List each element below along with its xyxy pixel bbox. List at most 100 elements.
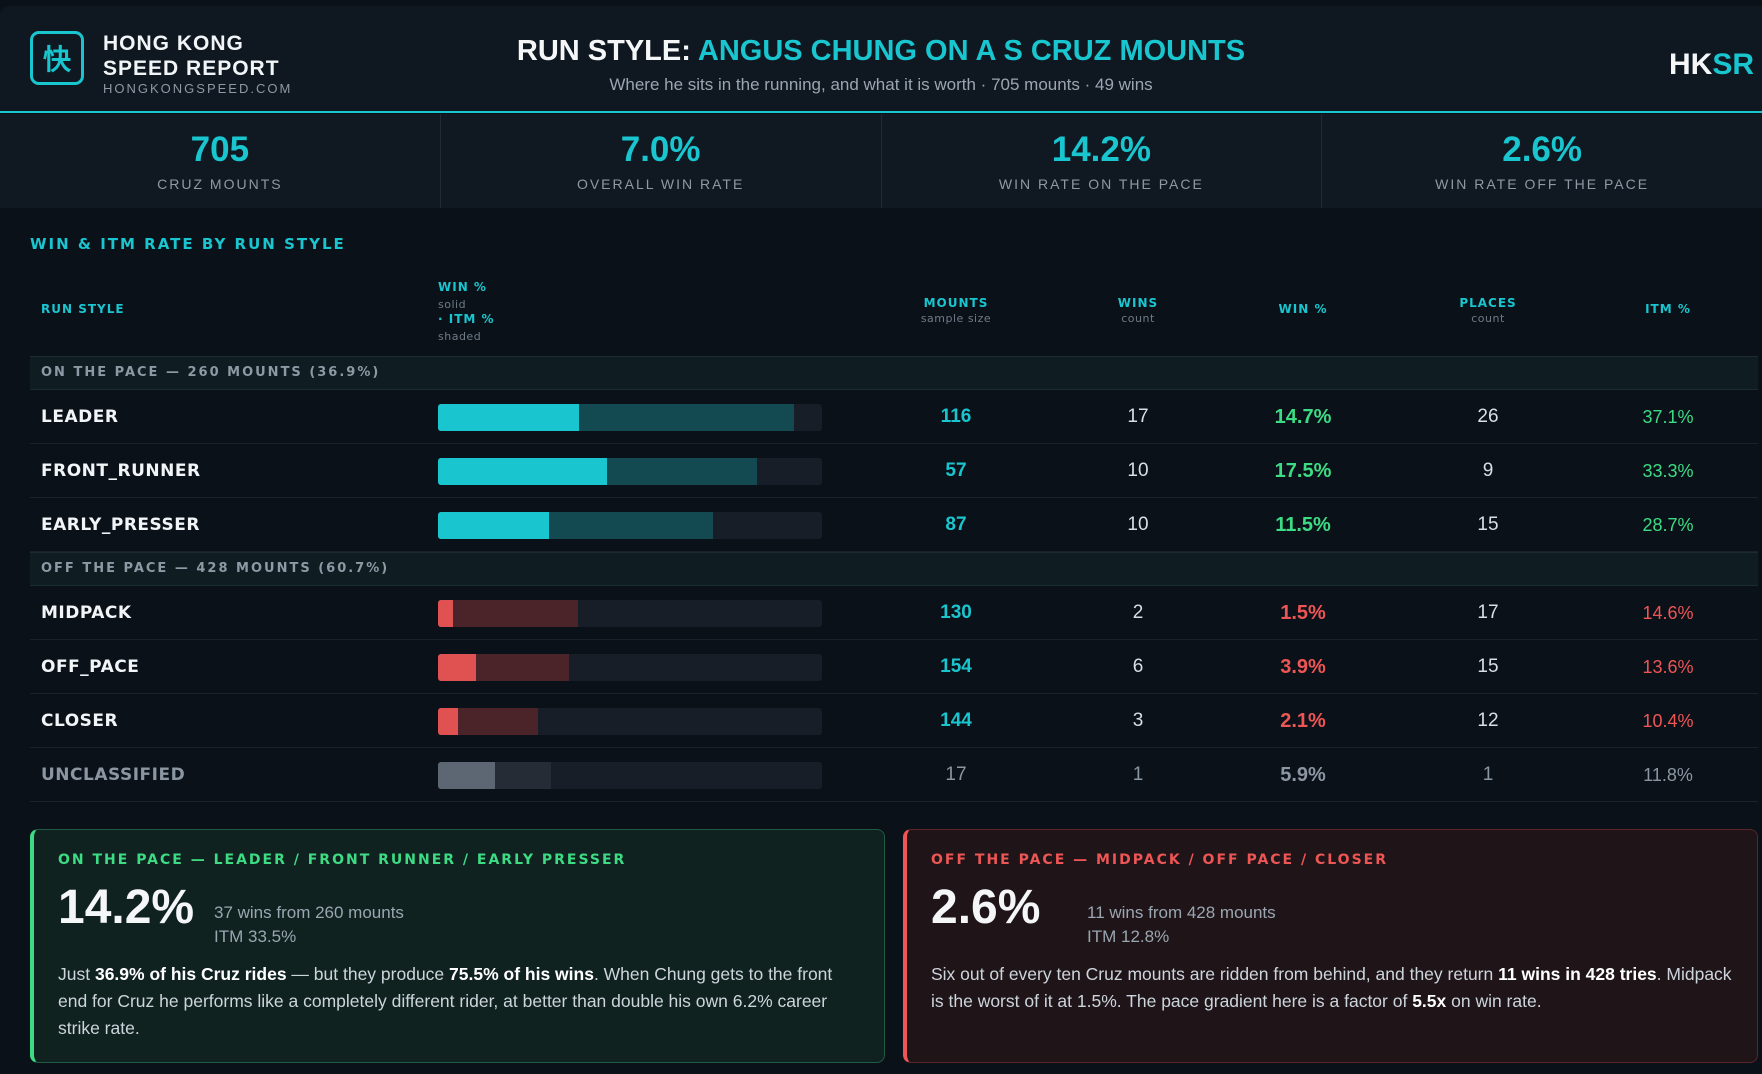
stat-value: 705: [190, 130, 250, 169]
row-itm-pct: 37.1%: [1642, 407, 1694, 427]
body-emphasis: 36.9% of his Cruz rides: [94, 964, 287, 984]
row-wins: 17: [1127, 406, 1149, 427]
badge-hk: HK: [1668, 48, 1713, 81]
row-mounts: 57: [945, 460, 967, 481]
table-row[interactable]: CLOSER 144 3 2.1% 12 10.4%: [30, 694, 1758, 748]
page-subtitle: Where he sits in the running, and what i…: [609, 75, 1153, 94]
row-itm-pct: 10.4%: [1642, 711, 1694, 731]
header-bar: 快 HONG KONG SPEED REPORT HONGKONGSPEED.C…: [0, 6, 1762, 113]
table-row[interactable]: UNCLASSIFIED 17 1 5.9% 1 11.8%: [30, 748, 1758, 802]
bar-track: [438, 708, 822, 735]
row-places: 15: [1477, 514, 1499, 535]
card-big-stat: 14.2%: [58, 881, 195, 934]
col-mounts-label: MOUNTS: [923, 296, 989, 310]
col-wins[interactable]: WINS count: [1068, 296, 1208, 325]
row-run-style: UNCLASSIFIED: [41, 765, 186, 785]
card-body-text: Six out of every ten Cruz mounts are rid…: [931, 961, 1735, 1015]
card-wins-line: 11 wins from 428 mounts: [1087, 903, 1276, 922]
row-places: 1: [1482, 764, 1494, 785]
stat-label: WIN RATE OFF THE PACE: [1435, 176, 1650, 192]
bar-win-fill: [438, 600, 453, 627]
col-mounts-sub: sample size: [920, 312, 992, 325]
table-row[interactable]: EARLY_PRESSER 87 10 11.5% 15 28.7%: [30, 498, 1758, 552]
brand-url[interactable]: HONGKONGSPEED.COM: [103, 81, 293, 96]
row-mounts: 154: [940, 656, 972, 677]
stat-label: WIN RATE ON THE PACE: [998, 176, 1204, 192]
row-wins: 6: [1132, 656, 1144, 677]
row-mounts: 130: [940, 602, 972, 623]
body-emphasis: 5.5x: [1412, 991, 1447, 1011]
col-wins-sub: count: [1121, 312, 1155, 325]
row-itm-pct: 33.3%: [1642, 461, 1694, 481]
row-wins: 10: [1127, 514, 1149, 535]
col-bar-itm: · ITM %: [438, 312, 495, 326]
bar-win-fill: [438, 458, 607, 485]
col-bar[interactable]: WIN % solid · ITM % shaded: [438, 280, 495, 344]
bar-track: [438, 762, 822, 789]
badge-sr: SR: [1712, 48, 1754, 81]
row-win-pct: 17.5%: [1274, 460, 1332, 482]
card-heading: OFF THE PACE — MIDPACK / OFF PACE / CLOS…: [931, 852, 1388, 868]
bar-track: [438, 600, 822, 627]
col-run-style[interactable]: RUN STYLE: [41, 302, 125, 316]
off-pace-summary-card: OFF THE PACE — MIDPACK / OFF PACE / CLOS…: [903, 829, 1758, 1063]
row-wins: 1: [1132, 764, 1144, 785]
row-win-pct: 3.9%: [1280, 656, 1326, 678]
card-itm-line: ITM 33.5%: [214, 927, 297, 946]
row-places: 12: [1477, 710, 1499, 731]
body-text: — but they produce: [286, 964, 450, 984]
body-emphasis: 11 wins in 428 tries: [1498, 964, 1657, 984]
bar-win-fill: [438, 762, 495, 789]
table-row[interactable]: LEADER 116 17 14.7% 26 37.1%: [30, 390, 1758, 444]
table-header: RUN STYLE WIN % solid · ITM % shaded MOU…: [30, 270, 1758, 356]
stat-card: 2.6% WIN RATE OFF THE PACE: [1322, 114, 1762, 208]
col-itm[interactable]: ITM %: [1645, 302, 1691, 316]
stat-value: 7.0%: [620, 130, 701, 169]
bar-win-fill: [438, 404, 579, 431]
card-body-text: Just 36.9% of his Cruz rides — but they …: [58, 961, 862, 1042]
table-row[interactable]: OFF_PACE 154 6 3.9% 15 13.6%: [30, 640, 1758, 694]
row-itm-pct: 11.8%: [1643, 765, 1693, 785]
stat-value: 2.6%: [1502, 130, 1583, 169]
col-places-sub: count: [1471, 312, 1505, 325]
row-run-style: MIDPACK: [41, 603, 132, 623]
stat-label: OVERALL WIN RATE: [576, 176, 745, 192]
run-style-table: RUN STYLE WIN % solid · ITM % shaded MOU…: [30, 270, 1758, 802]
body-text: Six out of every ten Cruz mounts are rid…: [931, 964, 1499, 984]
body-emphasis: 75.5% of his wins: [449, 964, 594, 984]
bar-track: [438, 458, 822, 485]
col-places[interactable]: PLACES count: [1418, 296, 1558, 325]
table-row[interactable]: MIDPACK 130 2 1.5% 17 14.6%: [30, 586, 1758, 640]
bar-track: [438, 654, 822, 681]
row-run-style: FRONT_RUNNER: [41, 461, 201, 481]
row-bar: [438, 748, 822, 802]
hksr-badge[interactable]: HKSR: [1669, 48, 1754, 82]
row-win-pct: 1.5%: [1280, 602, 1326, 624]
row-run-style: OFF_PACE: [41, 657, 140, 677]
stats-strip: 705 CRUZ MOUNTS 7.0% OVERALL WIN RATE 14…: [0, 114, 1762, 208]
card-wins-line: 37 wins from 260 mounts: [214, 903, 404, 922]
stat-card: 14.2% WIN RATE ON THE PACE: [882, 114, 1323, 208]
col-places-label: PLACES: [1459, 296, 1517, 310]
card-heading: ON THE PACE — LEADER / FRONT RUNNER / EA…: [58, 852, 627, 868]
body-text: Just: [58, 964, 95, 984]
brand-name-line1: HONG KONG: [103, 32, 244, 55]
stat-card: 7.0% OVERALL WIN RATE: [441, 114, 882, 208]
row-bar: [438, 444, 822, 498]
col-winp[interactable]: WIN %: [1278, 302, 1328, 316]
row-mounts: 87: [945, 514, 967, 535]
col-mounts[interactable]: MOUNTS sample size: [886, 296, 1026, 325]
row-itm-pct: 14.6%: [1642, 603, 1694, 623]
row-itm-pct: 28.7%: [1642, 515, 1694, 535]
group-off-pace: OFF THE PACE — 428 MOUNTS (60.7%): [30, 552, 1758, 586]
body-text: . When Chung gets to the front end for C…: [58, 964, 833, 1038]
col-wins-label: WINS: [1117, 296, 1159, 310]
col-bar-itm-sub: shaded: [438, 330, 482, 343]
row-bar: [438, 694, 822, 748]
logo-icon[interactable]: 快: [30, 31, 84, 85]
table-row[interactable]: FRONT_RUNNER 57 10 17.5% 9 33.3%: [30, 444, 1758, 498]
stat-value: 14.2%: [1051, 130, 1151, 169]
section-title: WIN & ITM RATE BY RUN STYLE: [30, 235, 346, 253]
row-bar: [438, 586, 822, 640]
title-prefix: RUN STYLE:: [516, 35, 691, 67]
